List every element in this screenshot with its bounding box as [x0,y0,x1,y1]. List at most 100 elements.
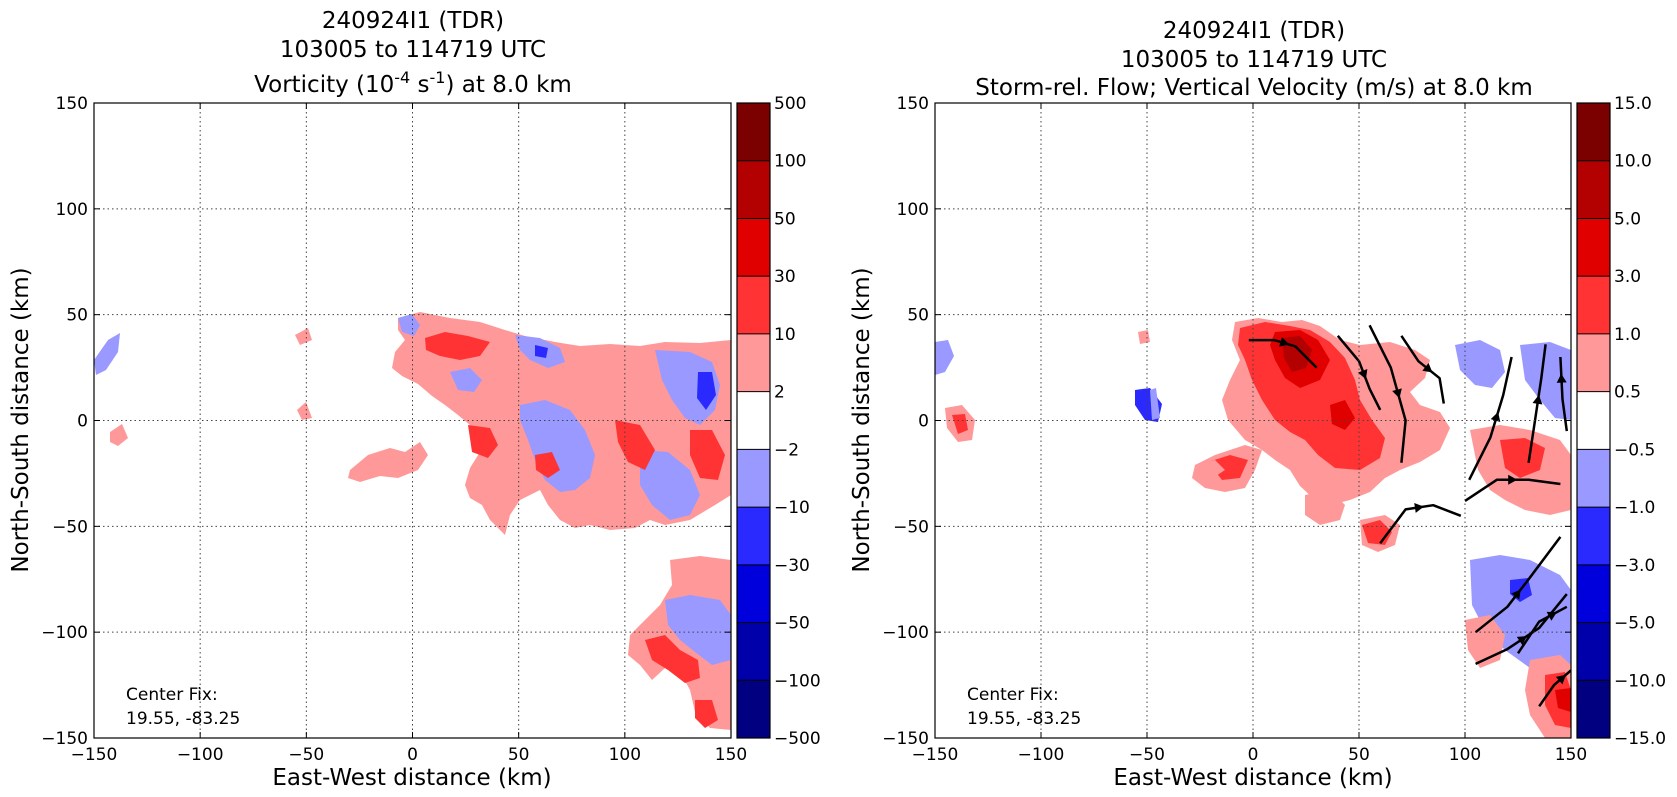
x-tick-label: −150 [71,745,118,765]
field-region-positive [1138,330,1150,344]
field-region-dark-positive [1555,688,1571,712]
colorbar-tick-label: 30 [774,267,796,287]
x-tick-label: 150 [715,745,747,765]
colorbar-tick-label: −10.0 [1614,671,1666,691]
center-fix-value: 19.55, -83.25 [967,709,1081,729]
streamline-arrow [1516,636,1528,646]
colorbar: 15.0 10.0 5.0 3.0 1.0 0.5 −0.5 −1.0 −3.0 −5.0 −10.… [1576,94,1666,749]
y-tick-label: 50 [907,306,929,326]
colorbar-tick-label: −5.0 [1614,614,1655,634]
streamline-arrow [1392,388,1402,399]
colorbar-tick-label: 100 [774,152,806,172]
y-tick-label: 150 [897,94,929,114]
field-region-positive [348,442,428,482]
field-region-negative [1455,340,1505,388]
streamline-arrow [1556,373,1567,383]
y-axis-title: North-South distance (km) [8,267,34,572]
panel-title-line-2: 103005 to 114719 UTC [280,37,546,63]
y-tick-label: 0 [77,412,88,432]
colorbar-segment [737,507,770,565]
y-tick-label: 0 [918,412,929,432]
field-region-positive [110,424,128,446]
colorbar-tick-label: 50 [774,209,796,229]
x-tick-label: −100 [1018,745,1065,765]
field-region-negative [665,595,731,665]
colorbar-segment [1577,622,1610,681]
streamline-arrow [1555,674,1566,685]
colorbar-segment [737,333,770,392]
colorbar-tick-label: −1.0 [1614,498,1655,518]
y-tick-label: 100 [56,200,88,220]
vorticity-panel: 240924I1 (TDR) 103005 to 114719 UTC Vort… [8,8,821,791]
streamline-arrow [1546,611,1557,621]
colorbar-segment [737,160,770,219]
streamline-arrow [1422,362,1433,373]
colorbar-tick-label: −100 [774,671,821,691]
y-tick-label: −150 [882,729,929,749]
vorticity-field [94,312,731,730]
colorbar-segment [737,103,770,161]
field-region-negative [1150,388,1160,420]
field-region-positive [1305,490,1345,525]
streamline [1516,605,1568,654]
streamline-arrow [1414,503,1424,513]
colorbar-tick-label: −30 [774,556,810,576]
field-region-negative [450,368,482,392]
x-tick-label: −50 [288,745,324,765]
colorbar-tick-label: −0.5 [1614,440,1655,460]
axis-ticks: −150 −100 −50 0 50 100 150 −150 −100 −50 0 50 100 150 [882,94,1587,765]
colorbar-tick-label: 10.0 [1614,152,1652,172]
panel-title-line-1: 240924I1 (TDR) [1163,18,1345,44]
center-fix-value: 19.55, -83.25 [126,709,240,729]
field-region-strong-positive [952,414,968,434]
colorbar-segment [1577,276,1610,334]
colorbar-tick-label: −15.0 [1614,729,1666,749]
colorbar-segment [1577,391,1610,450]
colorbar-segment [737,449,770,508]
axis-ticks: −150 −100 −50 0 50 100 150 −150 −100 −50 0 50 100 150 [41,94,747,765]
colorbar-segment [737,564,770,623]
storm-relative-streamlines [1248,324,1571,708]
y-tick-label: −100 [41,623,88,643]
colorbar-segment [737,276,770,334]
field-region-negative [1470,555,1571,680]
field-region-strong-negative [697,372,716,410]
field-region-negative [94,333,120,375]
colorbar-tick-label: 3.0 [1614,267,1641,287]
streamline-arrow [1358,368,1368,380]
field-region-positive [297,402,312,420]
vertical-velocity-panel: 240924I1 (TDR) 103005 to 114719 UTC Stor… [849,18,1666,791]
colorbar-segment [1577,103,1610,161]
colorbar-segment [1577,160,1610,219]
field-region-strong-positive [535,452,560,478]
field-region-strong-positive [695,700,718,728]
x-tick-label: 150 [1555,745,1587,765]
colorbar-segment [1577,507,1610,565]
colorbar-tick-label: −50 [774,614,810,634]
colorbar-tick-label: 500 [774,94,806,114]
field-region-strong-positive [468,425,498,458]
colorbar-segment [1577,449,1610,508]
panel-title-line-2: 103005 to 114719 UTC [1121,47,1387,73]
y-tick-label: −150 [41,729,88,749]
field-region-negative [398,314,420,336]
streamline-arrow [1508,474,1518,485]
y-axis-title: North-South distance (km) [849,267,875,572]
x-tick-label: 50 [508,745,530,765]
field-region-negative [520,400,595,492]
streamline-arrow [1511,589,1521,600]
x-tick-label: −100 [177,745,224,765]
field-region-negative [935,340,954,375]
x-tick-label: 0 [407,745,418,765]
panel-title-line-1: 240924I1 (TDR) [322,8,504,34]
colorbar-tick-label: −10 [774,498,810,518]
field-region-positive [1195,460,1225,480]
streamline-arrow [1279,337,1290,347]
colorbar-segment [737,218,770,277]
y-tick-label: −50 [893,517,929,537]
streamline-arrow [1490,411,1501,423]
colorbar-tick-label: −2 [774,440,799,460]
x-tick-label: 100 [1449,745,1481,765]
colorbar-tick-label: 1.0 [1614,325,1641,345]
